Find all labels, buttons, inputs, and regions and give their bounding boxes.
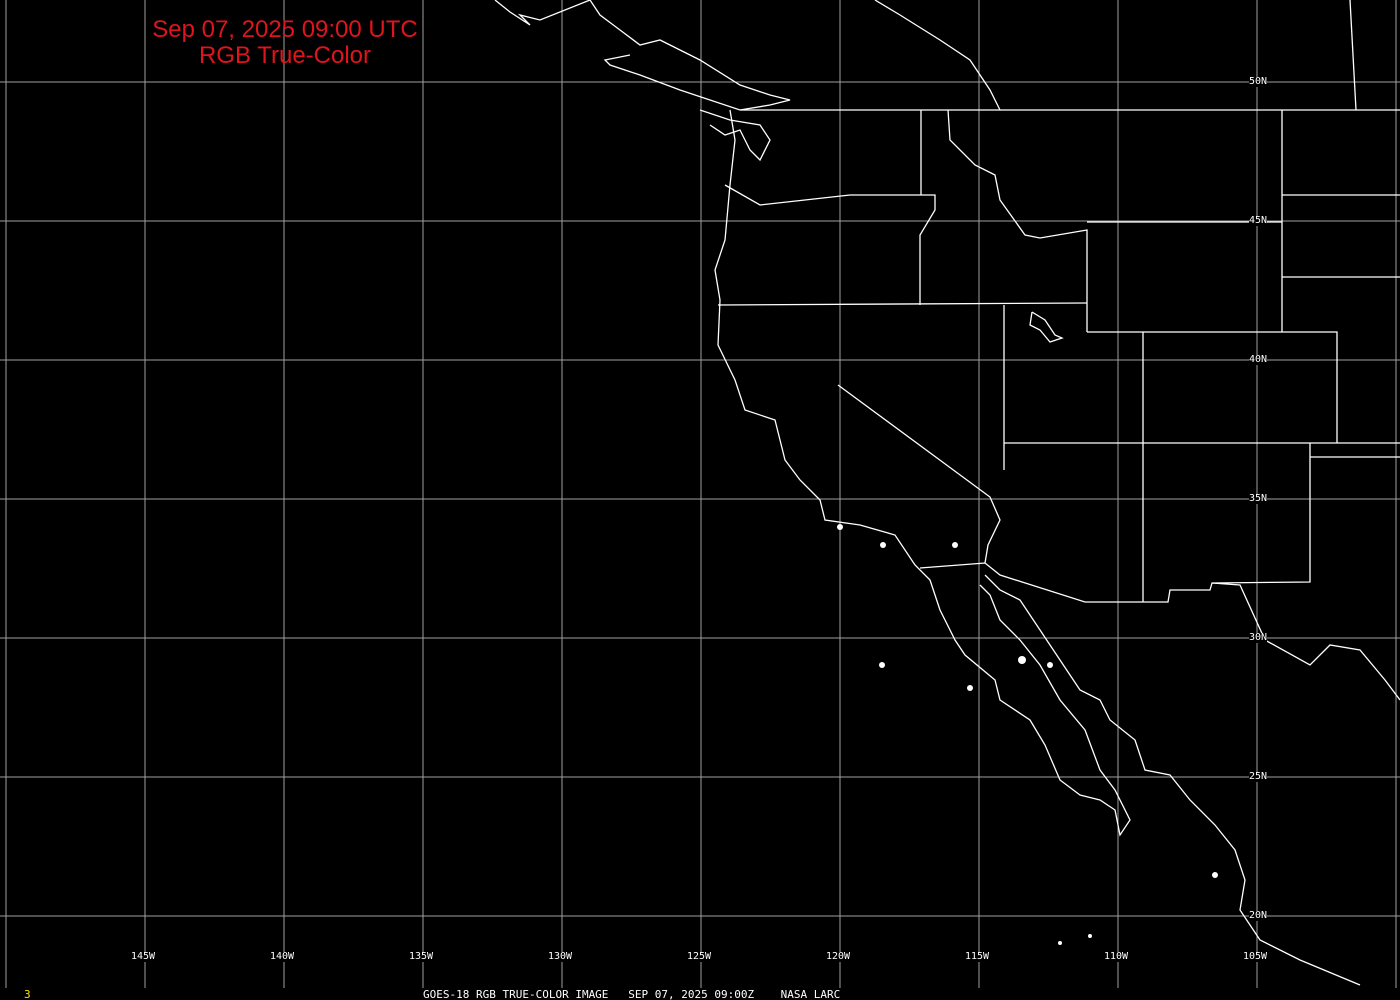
longitude-label: 105W xyxy=(1243,951,1268,962)
wy-co-border xyxy=(1087,331,1338,443)
longitude-label: 145W xyxy=(131,951,156,962)
latitude-label: 30N xyxy=(1249,632,1268,643)
or-ca-nv-border xyxy=(717,302,1088,306)
us-mexico-border xyxy=(919,562,1400,701)
canada-province-line xyxy=(1349,0,1357,111)
longitude-label: 135W xyxy=(409,951,434,962)
frame-number: 3 xyxy=(24,988,31,1000)
puget-sound-coast xyxy=(699,109,771,162)
islands xyxy=(837,524,1218,945)
id-mt-border xyxy=(947,109,1088,332)
longitude-label: 130W xyxy=(548,951,573,962)
image-caption: GOES-18 RGB TRUE-COLOR IMAGE SEP 07, 202… xyxy=(423,988,841,1000)
title-product: RGB True-Color xyxy=(198,42,372,69)
latitude-label: 45N xyxy=(1249,215,1268,226)
latitude-label: 40N xyxy=(1249,354,1268,365)
west-coast xyxy=(714,109,1131,837)
ca-nv-border xyxy=(837,384,1001,564)
vancouver-island-coast xyxy=(494,0,791,111)
title-datetime: Sep 07, 2025 09:00 UTC xyxy=(152,16,418,43)
boundaries xyxy=(494,0,1400,986)
latitude-label: 20N xyxy=(1249,910,1268,921)
longitude-label: 120W xyxy=(826,951,851,962)
latitude-label: 35N xyxy=(1249,493,1268,504)
canada-province-line xyxy=(874,0,1001,111)
longitude-label: 110W xyxy=(1104,951,1129,962)
latitude-label: 25N xyxy=(1249,771,1268,782)
longitude-label: 140W xyxy=(270,951,295,962)
longitude-label: 115W xyxy=(965,951,990,962)
wa-or-border xyxy=(724,184,936,305)
nm-tx-border xyxy=(1211,443,1311,584)
mainland-mexico-coast xyxy=(984,574,1361,986)
great-salt-lake xyxy=(1029,311,1064,343)
latitude-label: 50N xyxy=(1249,76,1268,87)
longitude-label: 125W xyxy=(687,951,712,962)
